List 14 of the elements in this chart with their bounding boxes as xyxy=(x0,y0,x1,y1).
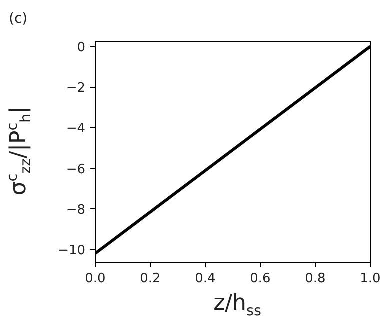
y-tick-label: −6 xyxy=(66,162,86,178)
x-tick-label: 0.2 xyxy=(140,272,161,286)
text: (c) xyxy=(9,10,28,29)
x-tick-label: 1.0 xyxy=(360,272,381,286)
x-tick-label: 0.6 xyxy=(250,272,271,286)
y-tick-label: −4 xyxy=(66,122,86,137)
y-tick-label: −8 xyxy=(66,202,86,218)
y-tick-label: 0 xyxy=(77,40,86,56)
y-tick-label: −10 xyxy=(58,244,86,259)
x-tick-label: 0.8 xyxy=(305,272,326,286)
x-tick-label: 0.4 xyxy=(195,272,216,286)
x-tick-label: 0.0 xyxy=(85,272,106,286)
y-tick-label: −2 xyxy=(66,81,86,96)
x-axis-title: z/h$_{ss}$ xyxy=(212,291,262,320)
